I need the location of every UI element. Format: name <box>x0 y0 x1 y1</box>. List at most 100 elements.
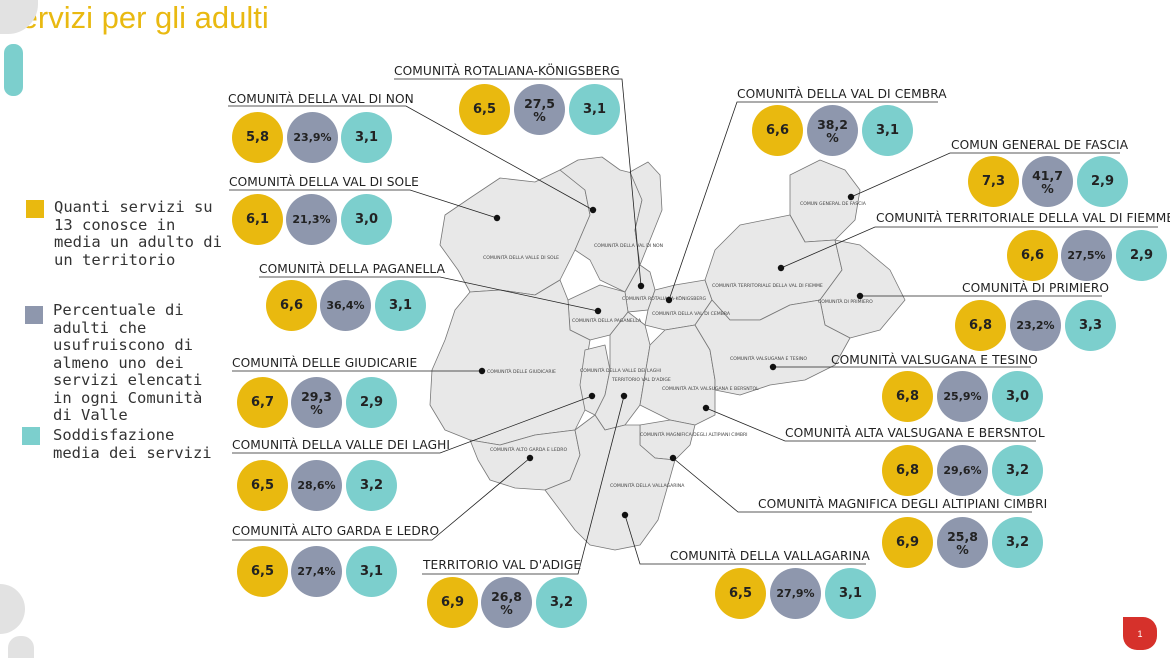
map-dot-non <box>589 206 597 214</box>
region-val-di-non-north <box>629 161 663 266</box>
usage-value-valsugana-tesino: 25,9% <box>937 371 988 422</box>
satisfaction-value-valsugana-tesino: 3,0 <box>992 371 1043 422</box>
usage-value-val-d-adige: 26,8 % <box>481 577 532 628</box>
community-title-valle-dei-laghi: COMUNITÀ DELLA VALLE DEI LAGHI <box>232 438 451 452</box>
satisfaction-value-primiero: 3,3 <box>1065 300 1116 351</box>
map-dot-laghi <box>588 392 596 400</box>
map-dot-alta-valsugana <box>702 404 710 412</box>
community-title-valsugana-tesino: COMUNITÀ VALSUGANA E TESINO <box>831 353 1038 367</box>
satisfaction-value-valle-dei-laghi: 3,2 <box>346 460 397 511</box>
leader-val-d-adige <box>422 395 625 575</box>
community-title-rotaliana: COMUNITÀ ROTALIANA-KÖNIGSBERG <box>394 64 620 78</box>
leader-val-di-sole <box>229 189 498 219</box>
map-label-cimbri: COMUNITÀ MAGNIFICA DEGLI ALTIPIANI CIMBR… <box>640 431 748 438</box>
satisfaction-value-alta-valsugana: 3,2 <box>992 445 1043 496</box>
community-title-val-di-sole: COMUNITÀ DELLA VAL DI SOLE <box>229 175 419 189</box>
map-dot-primiero <box>856 292 864 300</box>
usage-value-rotaliana: 27,5 % <box>514 84 565 135</box>
usage-value-fascia: 41,7 % <box>1022 156 1073 207</box>
usage-value-val-di-sole: 21,3% <box>286 194 337 245</box>
leader-cembra <box>668 101 938 301</box>
map-dot-cimbri <box>669 454 677 462</box>
region-valsugana-tesino <box>694 299 851 396</box>
map-label-alta-valsugana: COMUNITÀ ALTA VALSUGANA E BERSNTOL <box>662 385 759 392</box>
legend-swatch-yellow <box>26 200 44 218</box>
leader-fascia <box>850 152 1120 198</box>
satisfaction-value-alto-garda: 3,1 <box>346 546 397 597</box>
leader-alto-garda <box>232 457 531 541</box>
known-value-val-di-fiemme: 6,6 <box>1007 230 1058 281</box>
legend-swatch-grey <box>25 306 43 324</box>
map-label-sole: COMUNITÀ DELLA VALLE DI SOLE <box>483 254 559 261</box>
known-value-val-d-adige: 6,9 <box>427 577 478 628</box>
community-title-fascia: COMUN GENERAL DE FASCIA <box>951 138 1129 152</box>
legend-item-known-services: Quanti servizi su 13 conosce in media un… <box>54 198 222 269</box>
known-value-alto-garda: 6,5 <box>237 546 288 597</box>
map-dot-alto-garda <box>526 454 534 462</box>
usage-value-valle-dei-laghi: 28,6% <box>291 460 342 511</box>
map-label-non: COMUNITÀ DELLA VAL DI NON <box>594 242 663 249</box>
community-title-val-d-adige: TERRITORIO VAL D'ADIGE <box>423 558 582 572</box>
community-title-alta-valsugana: COMUNITÀ ALTA VALSUGANA E BERSNTOL <box>785 426 1045 440</box>
community-title-altipiani-cimbri: COMUNITÀ MAGNIFICA DEGLI ALTIPIANI CIMBR… <box>758 497 1048 511</box>
known-value-giudicarie: 6,7 <box>237 377 288 428</box>
map-dot-fiemme <box>777 264 785 272</box>
map-dot-giudicarie <box>478 367 486 375</box>
known-value-altipiani-cimbri: 6,9 <box>882 517 933 568</box>
page-number-badge: 1 <box>1123 617 1157 650</box>
known-value-paganella: 6,6 <box>266 280 317 331</box>
usage-value-giudicarie: 29,3 % <box>291 377 342 428</box>
known-value-val-di-sole: 6,1 <box>232 194 283 245</box>
known-value-val-di-cembra: 6,6 <box>752 105 803 156</box>
satisfaction-value-fascia: 2,9 <box>1077 156 1128 207</box>
satisfaction-value-paganella: 3,1 <box>375 280 426 331</box>
community-title-paganella: COMUNITÀ DELLA PAGANELLA <box>259 262 446 276</box>
usage-value-vallagarina: 27,9% <box>770 568 821 619</box>
map-dot-rotaliana <box>637 282 645 290</box>
satisfaction-value-altipiani-cimbri: 3,2 <box>992 517 1043 568</box>
region-valle-di-sole <box>439 169 591 296</box>
map-dot-sole <box>493 214 501 222</box>
community-title-vallagarina: COMUNITÀ DELLA VALLAGARINA <box>670 549 870 563</box>
legend-item-usage-percentage: Percentuale di adulti che usufruiscono d… <box>53 301 203 424</box>
page-title: Servizi per gli adulti <box>0 0 269 35</box>
region-fascia <box>789 159 861 243</box>
community-title-val-di-non: COMUNITÀ DELLA VAL DI NON <box>228 92 414 106</box>
satisfaction-value-val-di-sole: 3,0 <box>341 194 392 245</box>
known-value-alta-valsugana: 6,8 <box>882 445 933 496</box>
decor-shape-left-teal <box>4 44 23 96</box>
map-label-cembra: COMUNITÀ DELLA VAL DI CEMBRA <box>652 310 731 317</box>
community-title-primiero: COMUNITÀ DI PRIMIERO <box>962 281 1110 295</box>
usage-value-val-di-cembra: 38,2 % <box>807 105 858 156</box>
satisfaction-value-rotaliana: 3,1 <box>569 84 620 135</box>
leader-alta-valsugana <box>705 407 1036 442</box>
leader-val-di-non <box>228 105 594 211</box>
community-title-val-di-cembra: COMUNITÀ DELLA VAL DI CEMBRA <box>737 87 947 101</box>
region-val-d-adige <box>594 311 651 431</box>
known-value-vallagarina: 6,5 <box>715 568 766 619</box>
map-dot-fascia <box>847 193 855 201</box>
usage-value-val-di-fiemme: 27,5% <box>1061 230 1112 281</box>
map-dot-adige <box>620 392 628 400</box>
community-title-alto-garda: COMUNITÀ ALTO GARDA E LEDRO <box>232 524 440 538</box>
leader-vallagarina <box>624 514 866 565</box>
map-label-vallagarina: COMUNITÀ DELLA VALLAGARINA <box>610 482 685 489</box>
satisfaction-value-val-di-cembra: 3,1 <box>862 105 913 156</box>
satisfaction-value-vallagarina: 3,1 <box>825 568 876 619</box>
satisfaction-value-giudicarie: 2,9 <box>346 377 397 428</box>
satisfaction-value-val-di-non: 3,1 <box>341 112 392 163</box>
satisfaction-value-val-di-fiemme: 2,9 <box>1116 230 1167 281</box>
community-title-giudicarie: COMUNITÀ DELLE GIUDICARIE <box>232 356 418 370</box>
usage-value-alta-valsugana: 29,6% <box>937 445 988 496</box>
known-value-fascia: 7,3 <box>968 156 1019 207</box>
map-dot-valsugana <box>769 363 777 371</box>
map-label-rotaliana: COMUNITÀ ROTALIANA-KÖNIGSBERG <box>622 295 706 302</box>
leader-valle-dei-laghi <box>232 395 593 454</box>
region-vallagarina <box>544 414 676 551</box>
region-giudicarie <box>429 279 591 446</box>
known-value-rotaliana: 6,5 <box>459 84 510 135</box>
legend-item-satisfaction: Soddisfazione media dei servizi <box>53 426 212 462</box>
map-label-laghi: COMUNITÀ DELLA VALLE DEI LAGHI <box>580 367 661 374</box>
map-label-alto-garda: COMUNITÀ ALTO GARDA E LEDRO <box>490 446 567 453</box>
